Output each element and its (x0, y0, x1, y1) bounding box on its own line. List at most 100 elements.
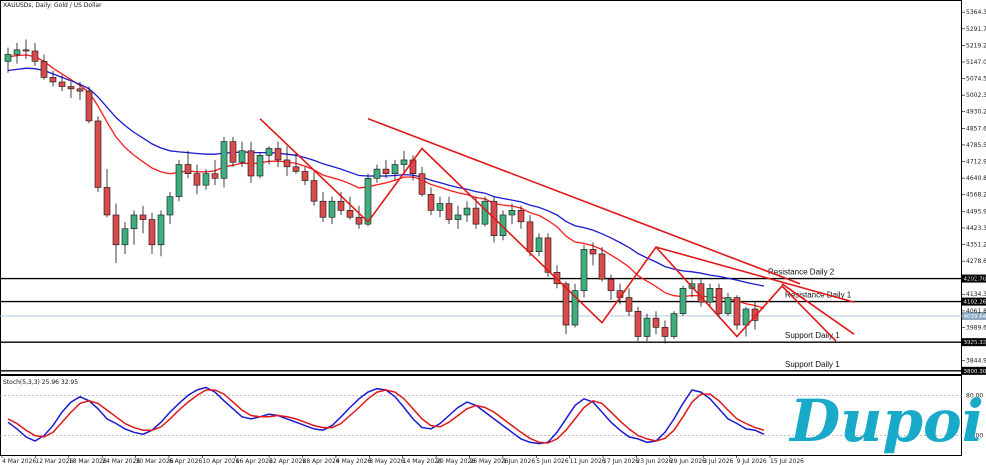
candle-body (364, 177, 372, 225)
candle-body (391, 164, 399, 174)
date-tick-label: 26 May 2026 (469, 458, 508, 465)
candle-body (58, 81, 66, 87)
price-tick-label: 4785.50 (966, 142, 986, 149)
price-tick-label: 4568.25 (966, 192, 986, 199)
price-tick-label: 4495.90 (966, 208, 986, 215)
date-tick-label: 22 Apr 2026 (269, 458, 306, 465)
dupoin-logo: Dupoin (788, 387, 986, 455)
candle-body (121, 228, 129, 246)
level-price-badge-text: 4039.64 (964, 314, 986, 320)
candle-body (247, 150, 255, 177)
candle-body (13, 49, 21, 55)
candle-body (292, 166, 300, 172)
level-label: Support Daily 1 (785, 331, 840, 340)
candle-body (400, 159, 408, 165)
price-tick-label: 4423.35 (966, 225, 986, 232)
price-tick-label: 4930.20 (966, 109, 986, 116)
price-tick-label: 5147.05 (966, 59, 986, 66)
candle-body (607, 278, 615, 291)
level-label: Resistance Daily 2 (768, 268, 835, 277)
date-tick-label: 11 Jun 2026 (570, 458, 606, 465)
candle-body (31, 50, 39, 62)
candle-body (310, 180, 318, 202)
price-tick-label: 5364.30 (966, 9, 986, 16)
candle-body (715, 288, 723, 314)
moving-average-red (7, 54, 765, 309)
candle-body (661, 327, 669, 337)
candle-body (283, 159, 291, 168)
date-tick-label: 10 Apr 2026 (202, 458, 239, 465)
level-price-badge (962, 311, 986, 320)
candle-body (733, 297, 741, 326)
candle-body (508, 210, 516, 216)
price-tick-label: 3917.10 (966, 341, 986, 348)
date-tick-label: 29 Jun 2026 (670, 458, 706, 465)
candle-body (103, 187, 111, 216)
candle-body (652, 317, 660, 328)
level-price-badge-text: 4202.70 (964, 277, 986, 283)
candle-body (571, 290, 579, 326)
date-tick-label: 28 Apr 2026 (303, 458, 340, 465)
candle-body (418, 173, 426, 195)
date-tick-label: 16 Apr 2026 (236, 458, 273, 465)
candle-body (166, 196, 174, 216)
candle-body (193, 173, 201, 186)
candle-body (67, 86, 75, 90)
trendline (367, 117, 801, 285)
candle-body (580, 249, 588, 291)
candle-body (346, 210, 354, 218)
date-tick-label: 30 Mar 2026 (136, 458, 174, 465)
candle-body (724, 297, 732, 314)
date-tick-label: 4 May 2026 (336, 458, 371, 465)
stochastic-title: Stoch(5,3,3) 25.96 32.95 (3, 379, 78, 386)
price-tick-label: 4712.95 (966, 159, 986, 166)
level-price-badge-text: 3925.33 (964, 340, 986, 346)
candle-body (22, 49, 30, 52)
date-tick-label: 9 Jul 2026 (737, 458, 767, 465)
level-price-badge-text: 4102.26 (964, 300, 986, 306)
date-tick-label: 15 Jul 2026 (770, 458, 804, 465)
date-tick-label: 5 Jun 2026 (536, 458, 568, 465)
date-tick-label: 1 Jun 2026 (503, 458, 535, 465)
candle-body (562, 283, 570, 326)
price-tick-label: 4134.35 (966, 291, 986, 298)
candle-body (463, 207, 471, 216)
candle-body (553, 271, 561, 285)
level-price-badge (962, 274, 986, 283)
price-tick-label: 5002.35 (966, 92, 986, 99)
price-tick-label: 4061.80 (966, 308, 986, 315)
level-label: Resistance Daily 1 (785, 291, 852, 300)
candle-body (229, 141, 237, 163)
date-tick-label: 20 May 2026 (436, 458, 475, 465)
candle-body (670, 313, 678, 337)
stoch-d-line (7, 389, 765, 444)
candle-body (319, 200, 327, 218)
candle-body (445, 203, 453, 220)
candle-body (130, 214, 138, 230)
candle-body (139, 214, 147, 220)
candle-body (220, 141, 228, 179)
chart-title: XAUUSDs, Daily: Gold / US Dollar (3, 2, 102, 9)
price-tick-label: 4278.65 (966, 258, 986, 265)
candle-body (274, 148, 282, 161)
candle-body (76, 88, 84, 92)
candle-body (49, 77, 57, 83)
candle-body (742, 308, 750, 326)
candle-body (517, 210, 525, 223)
main-price-panel (0, 0, 962, 375)
level-price-badge (962, 297, 986, 306)
level-price-badge (962, 338, 986, 347)
candle-body (4, 54, 12, 62)
date-tick-label: 8 May 2026 (369, 458, 404, 465)
candle-body (625, 297, 633, 312)
date-tick-label: 18 Mar 2026 (69, 458, 107, 465)
candle-body (634, 310, 642, 337)
candle-body (382, 168, 390, 174)
stochastic-panel (0, 375, 962, 456)
candle-body (40, 61, 48, 78)
date-tick-label: 6 Apr 2026 (169, 458, 202, 465)
price-tick-label: 4857.65 (966, 125, 986, 132)
price-tick-label: 3844.95 (966, 358, 986, 365)
candle-body (706, 288, 714, 303)
